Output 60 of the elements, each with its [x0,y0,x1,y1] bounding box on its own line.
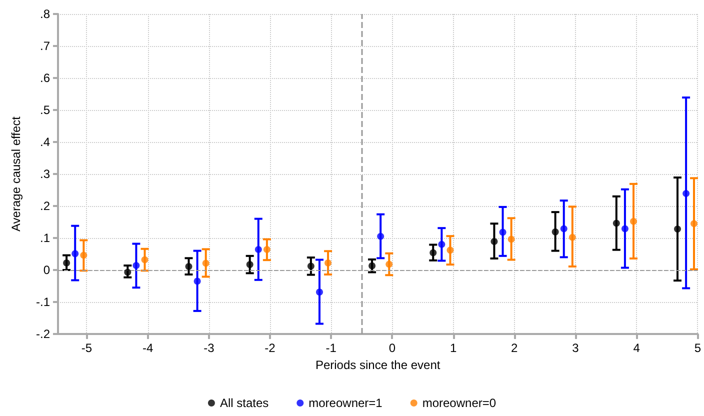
point [368,262,376,270]
x-tick-label: -4 [142,341,154,355]
y-tick-label: -.1 [36,295,50,309]
x-axis-title: Periods since the event [315,358,441,372]
point [324,259,332,266]
point [508,236,515,243]
x-tick-label: 1 [450,341,457,355]
point [72,250,79,258]
point [263,246,270,254]
point [307,262,314,270]
point [568,234,576,241]
x-tick-label: 0 [388,341,396,355]
point [446,246,454,254]
y-tick-label: .8 [40,7,50,21]
x-tick-label: 2 [511,341,518,355]
point [630,218,638,225]
point [202,260,210,267]
y-tick-label: 0 [43,263,50,277]
point [185,262,192,270]
y-tick-label: .6 [40,71,50,85]
legend-label: moreowner=1 [308,396,383,410]
legend-label: All states [220,396,269,410]
point [674,226,681,233]
x-tick-label: 3 [572,341,580,355]
y-tick-label: -.2 [36,327,50,341]
point [386,260,393,268]
point [246,261,254,268]
y-tick-label: .7 [40,39,50,53]
point [63,259,70,266]
point [141,256,148,264]
x-tick-label: -3 [204,341,215,355]
point [124,268,132,276]
point [254,246,262,254]
point [377,232,384,240]
y-axis-title: Average causal effect [9,116,23,232]
y-tick-label: .3 [40,167,50,181]
y-tick-label: .2 [40,199,50,213]
x-tick-label: -5 [81,341,92,355]
point [490,238,498,246]
point [80,252,88,259]
point [682,190,690,198]
point [560,225,568,232]
x-tick-label: 4 [633,341,640,355]
point [438,240,446,248]
point [612,220,620,227]
x-tick-label: -1 [326,341,337,355]
point [132,262,140,270]
point [316,288,323,296]
point [430,249,437,256]
y-tick-label: .1 [40,231,50,245]
point [194,278,201,285]
legend-label: moreowner=0 [422,396,496,410]
x-tick-label: 5 [694,341,702,355]
point [690,220,698,228]
y-tick-label: .4 [40,135,50,149]
x-tick-label: -2 [264,341,276,355]
y-tick-label: .5 [40,103,50,117]
point [552,228,559,236]
point [621,225,628,232]
point [499,228,506,236]
